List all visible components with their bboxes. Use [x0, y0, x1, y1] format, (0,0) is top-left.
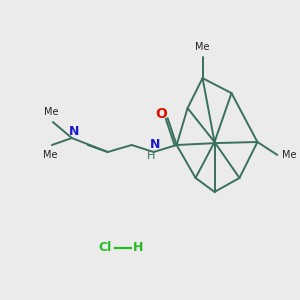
Text: Me: Me [44, 107, 58, 117]
Text: N: N [69, 124, 79, 137]
Text: Me: Me [43, 150, 57, 160]
Text: H: H [133, 241, 143, 254]
Text: O: O [156, 107, 168, 121]
Text: H: H [146, 151, 155, 161]
Text: Cl: Cl [98, 241, 111, 254]
Text: Me: Me [195, 42, 210, 52]
Text: Me: Me [282, 150, 297, 160]
Text: N: N [149, 137, 160, 151]
